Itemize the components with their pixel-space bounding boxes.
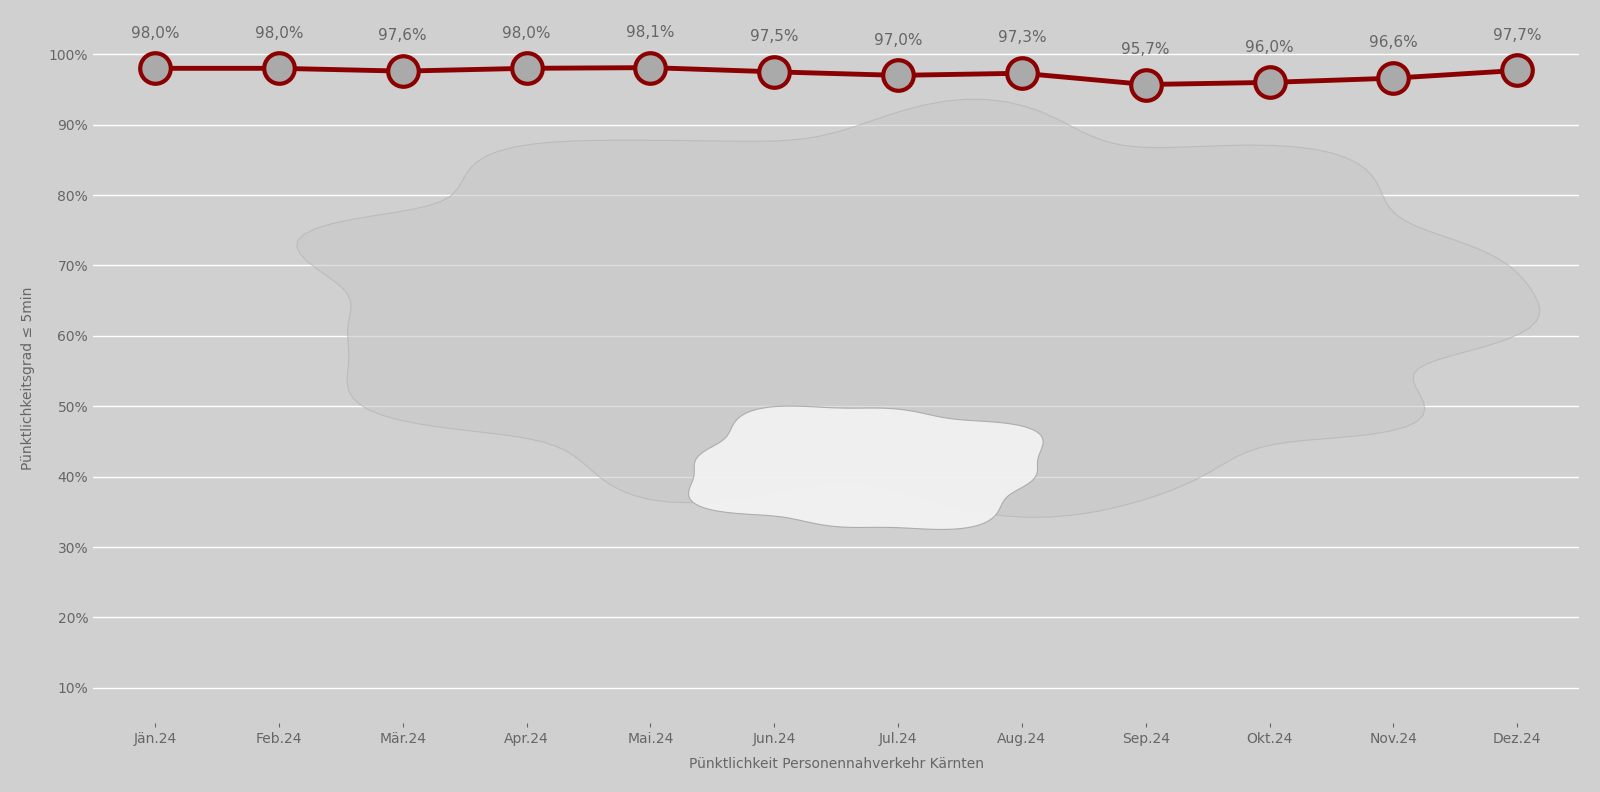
Text: 98,0%: 98,0% — [502, 25, 550, 40]
Text: 97,5%: 97,5% — [750, 29, 798, 44]
Text: 97,0%: 97,0% — [874, 32, 922, 48]
Text: 98,1%: 98,1% — [626, 25, 675, 40]
Text: 97,6%: 97,6% — [378, 29, 427, 44]
Text: 98,0%: 98,0% — [131, 25, 179, 40]
Text: 98,0%: 98,0% — [254, 25, 302, 40]
Text: 95,7%: 95,7% — [1122, 42, 1170, 57]
Polygon shape — [298, 99, 1539, 517]
Text: 97,3%: 97,3% — [997, 30, 1046, 45]
Text: 97,7%: 97,7% — [1493, 28, 1541, 43]
Text: 96,6%: 96,6% — [1370, 36, 1418, 51]
Polygon shape — [688, 406, 1043, 529]
Y-axis label: Pünktlichkeitsgrad ≤ 5min: Pünktlichkeitsgrad ≤ 5min — [21, 287, 35, 470]
Text: 96,0%: 96,0% — [1245, 40, 1294, 55]
X-axis label: Pünktlichkeit Personennahverkehr Kärnten: Pünktlichkeit Personennahverkehr Kärnten — [688, 757, 984, 771]
